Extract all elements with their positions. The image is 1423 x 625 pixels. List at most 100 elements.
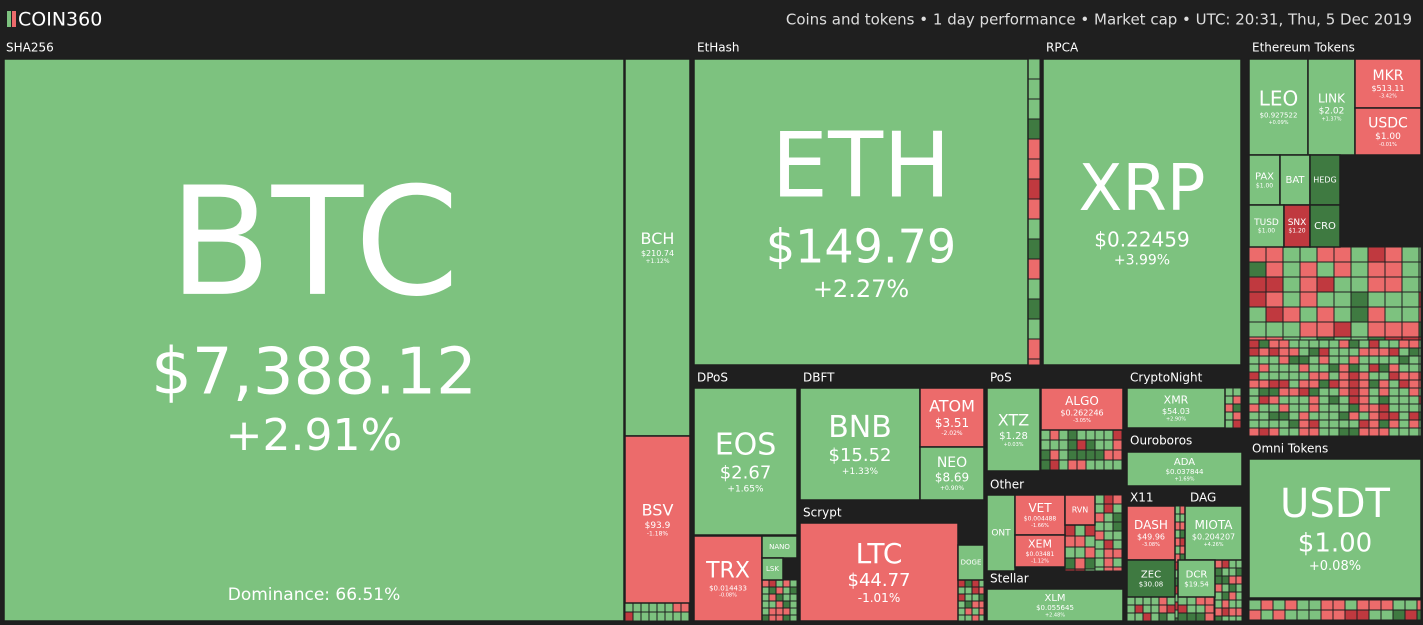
filler-tile	[624, 602, 634, 613]
filler-tile	[1418, 261, 1422, 278]
filler-tile	[1318, 363, 1330, 373]
coin-symbol: DOGE	[961, 559, 982, 567]
filler-tile	[1408, 355, 1420, 365]
filler-tile	[1408, 395, 1420, 405]
filler-tile	[1284, 619, 1298, 622]
filler-tile	[632, 602, 642, 613]
filler-tile	[1121, 521, 1124, 532]
filler-tile	[1328, 387, 1340, 397]
filler-tile	[1378, 355, 1390, 365]
filler-tile	[664, 602, 674, 613]
filler-tile	[971, 614, 980, 622]
filler-tile	[1333, 291, 1352, 308]
coin-symbol: EOS	[715, 427, 777, 462]
coin-symbol: LINK	[1318, 91, 1346, 105]
coin-symbol: DCR	[1186, 569, 1208, 580]
coin-tile	[624, 435, 691, 604]
filler-tile	[1040, 469, 1051, 472]
filler-tile	[1074, 524, 1086, 537]
filler-tile	[1368, 363, 1380, 373]
filler-tile	[1328, 379, 1340, 389]
coin-price: $15.52	[829, 445, 892, 466]
coin-change: +4.26%	[1203, 542, 1223, 548]
group-label: CryptoNight	[1130, 371, 1203, 385]
filler-tile	[1085, 439, 1096, 451]
coin-change: +2.48%	[1045, 612, 1065, 618]
filler-tile	[1214, 583, 1223, 593]
filler-tile	[1258, 371, 1270, 381]
filler-tile	[1221, 567, 1230, 577]
filler-tile	[1378, 363, 1390, 373]
coin-tile	[1126, 505, 1176, 561]
coin-price: $513.11	[1371, 84, 1404, 93]
filler-tile	[1298, 395, 1310, 405]
filler-tile	[1049, 449, 1060, 461]
filler-tile	[1248, 339, 1260, 349]
filler-tile	[1378, 371, 1390, 381]
filler-tile	[1076, 429, 1087, 441]
filler-tile	[1308, 609, 1322, 621]
group-label: Omni Tokens	[1252, 442, 1328, 456]
filler-tile	[1248, 379, 1260, 389]
filler-tile	[1268, 339, 1280, 349]
filler-tile	[1338, 427, 1350, 437]
filler-tile	[1332, 609, 1346, 621]
coin-change: +2.90%	[1166, 416, 1186, 422]
filler-tile	[1278, 339, 1290, 349]
filler-tile	[1332, 599, 1346, 611]
filler-tile	[1158, 612, 1168, 622]
filler-tile	[624, 611, 634, 622]
filler-tile	[1204, 604, 1215, 614]
filler-tile	[1166, 596, 1176, 606]
filler-tile	[1308, 355, 1320, 365]
coin-change: -1.66%	[1031, 523, 1049, 529]
filler-tile	[1368, 371, 1380, 381]
filler-tile	[1214, 599, 1223, 609]
filler-tile	[1348, 395, 1360, 405]
filler-tile	[1356, 609, 1370, 621]
coin-price: $0.037844	[1166, 468, 1204, 476]
filler-tile	[1235, 583, 1243, 593]
filler-tile	[1333, 261, 1352, 278]
filler-tile	[1368, 387, 1380, 397]
coin-symbol: ADA	[1174, 457, 1195, 468]
header-info: Coins and tokens • 1 day performance • M…	[786, 11, 1412, 29]
filler-tile	[1358, 411, 1370, 421]
filler-tile	[1388, 435, 1400, 438]
filler-tile	[1248, 276, 1267, 293]
filler-tile	[1338, 403, 1350, 413]
filler-tile	[1318, 403, 1330, 413]
coin-tile	[1354, 107, 1422, 156]
filler-tile	[782, 607, 791, 616]
filler-tile	[1328, 403, 1340, 413]
filler-tile	[964, 607, 973, 616]
filler-tile	[964, 579, 973, 588]
filler-tile	[688, 611, 691, 622]
coin-change: +1.69%	[1174, 476, 1194, 482]
filler-tile	[1388, 419, 1400, 429]
coin-tile	[3, 58, 625, 622]
coin-symbol: USDT	[1280, 481, 1390, 527]
filler-tile	[775, 586, 784, 595]
filler-tile	[1384, 321, 1403, 338]
coin-change: +1.37%	[1321, 117, 1341, 123]
filler-tile	[1338, 339, 1350, 349]
filler-tile	[1121, 512, 1124, 523]
filler-tile	[1103, 557, 1114, 568]
filler-tile	[1224, 411, 1234, 421]
filler-tile	[1288, 347, 1300, 357]
filler-tile	[1103, 503, 1114, 514]
filler-tile	[1308, 619, 1322, 622]
filler-tile	[1388, 347, 1400, 357]
filler-tile	[1408, 363, 1420, 373]
filler-tile	[1388, 403, 1400, 413]
filler-tile	[1112, 449, 1123, 461]
filler-tile	[1367, 321, 1386, 338]
coin-price: $0.014433	[709, 584, 747, 592]
filler-tile	[1358, 371, 1370, 381]
coin-price: $149.79	[766, 219, 956, 273]
filler-tile	[1398, 419, 1410, 429]
filler-tile	[1378, 435, 1390, 438]
filler-tile	[1278, 379, 1290, 389]
filler-tile	[1378, 395, 1390, 405]
